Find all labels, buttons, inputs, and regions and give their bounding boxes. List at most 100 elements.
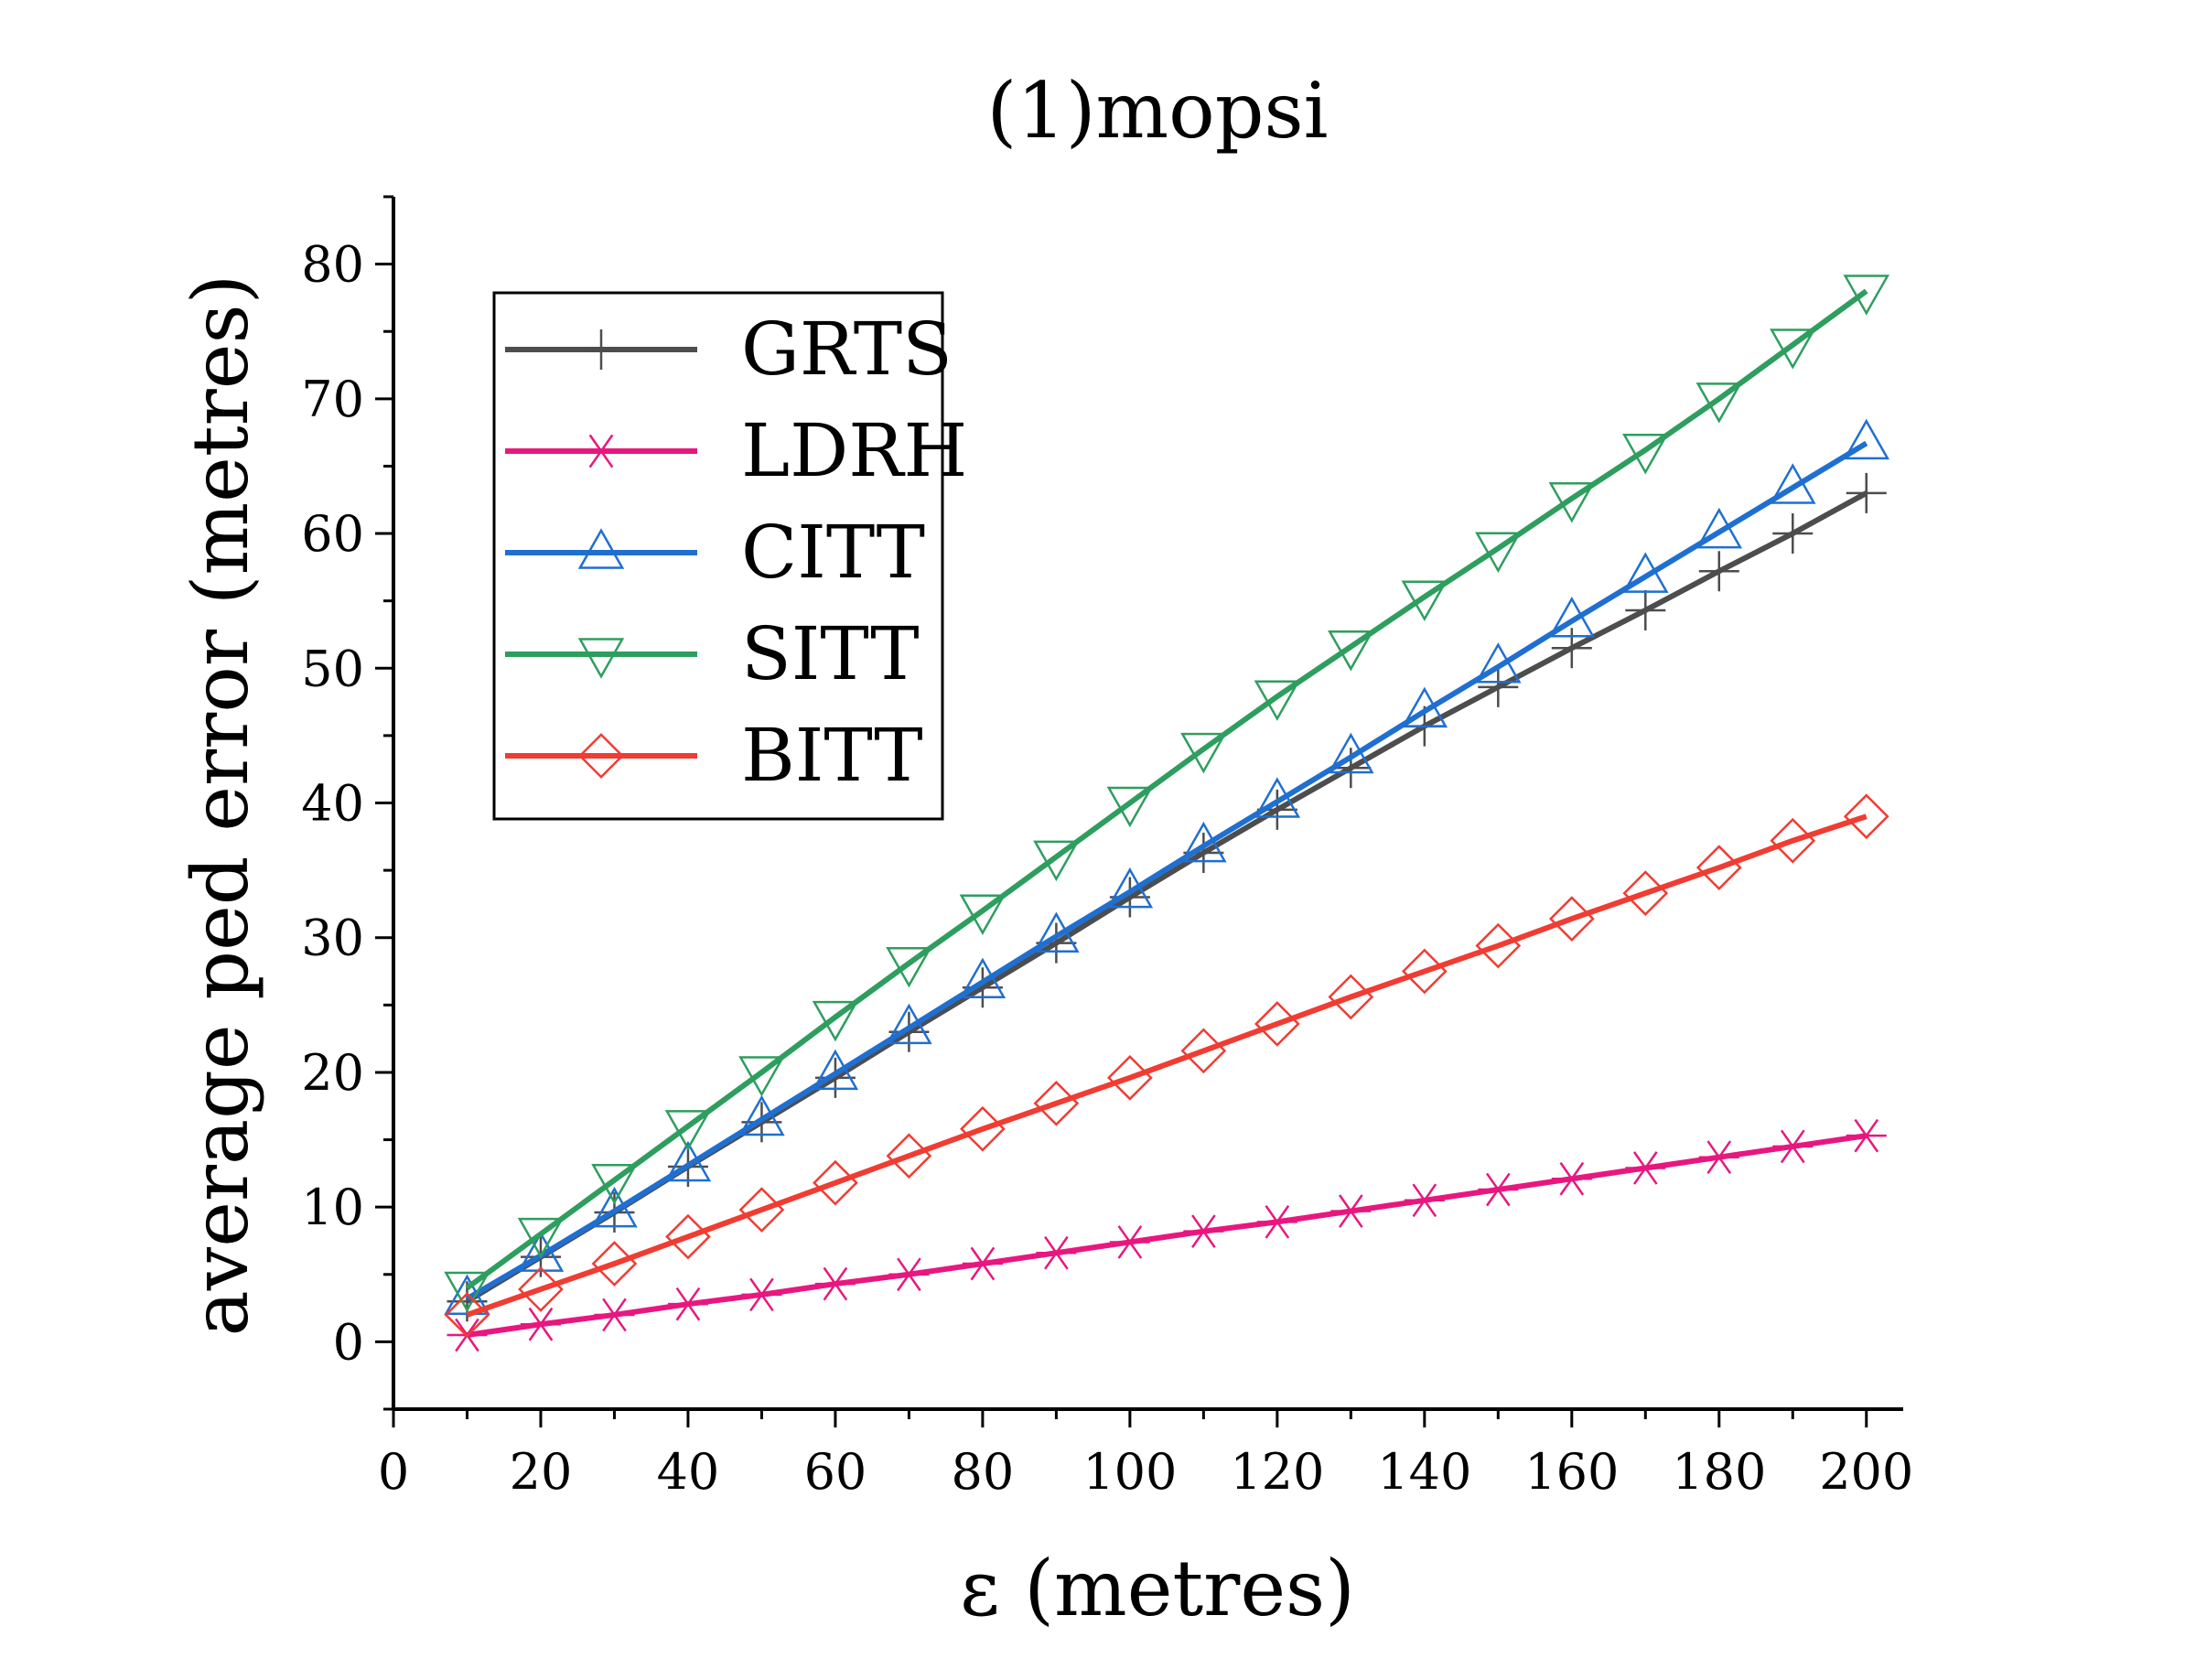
data-point-bitt: [813, 1159, 858, 1206]
y-tick-label: 70: [301, 371, 364, 428]
data-point-ldrh: [1036, 1235, 1077, 1270]
data-point-sitt: [1401, 580, 1448, 621]
legend-marker-sitt: [577, 638, 625, 679]
series-sitt: [444, 275, 1890, 1313]
x-tick-label: 120: [1230, 1443, 1324, 1501]
data-point-bitt: [1695, 845, 1742, 891]
data-point-citt: [1180, 821, 1227, 863]
data-point-bitt: [1622, 870, 1669, 917]
data-point-sitt: [1843, 275, 1890, 316]
data-point-sitt: [812, 1000, 859, 1042]
y-tick-label: 50: [301, 640, 364, 697]
data-point-grts: [1625, 589, 1666, 630]
data-point-bitt: [1475, 922, 1522, 969]
series-bitt: [444, 793, 1889, 1338]
y-tick-label: 10: [301, 1179, 364, 1236]
data-point-citt: [1033, 911, 1080, 953]
data-point-ldrh: [1698, 1140, 1739, 1175]
data-point-bitt: [1401, 948, 1448, 995]
data-point-citt: [591, 1186, 638, 1228]
data-point-bitt: [1107, 1054, 1153, 1101]
data-point-ldrh: [962, 1246, 1003, 1281]
legend-marker-bitt: [578, 733, 624, 779]
y-tick-label: 60: [301, 505, 364, 563]
legend-item-bitt: BITT: [505, 713, 923, 798]
data-point-sitt: [591, 1163, 638, 1205]
series-citt: [444, 418, 1890, 1316]
data-point-sitt: [738, 1056, 785, 1097]
data-point-ldrh: [1551, 1161, 1592, 1196]
data-point-sitt: [1254, 680, 1301, 721]
data-point-citt: [738, 1094, 785, 1136]
data-point-sitt: [886, 946, 932, 988]
data-point-citt: [1843, 418, 1890, 460]
data-point-sitt: [959, 894, 1006, 936]
data-point-ldrh: [814, 1266, 856, 1301]
legend-item-citt: CITT: [505, 510, 925, 595]
series-line-bitt: [466, 813, 1868, 1318]
data-point-sitt: [1622, 434, 1669, 475]
legend: GRTS LDRH CITT SITT BITT: [492, 291, 967, 821]
data-point-bitt: [1770, 817, 1816, 864]
x-tick-label: 0: [378, 1443, 409, 1501]
x-tick-label: 180: [1672, 1443, 1766, 1501]
data-point-grts: [814, 1057, 856, 1098]
x-tick-label: 60: [804, 1443, 867, 1501]
data-point-ldrh: [1478, 1172, 1519, 1207]
data-point-citt: [959, 957, 1006, 999]
data-point-ldrh: [1256, 1205, 1297, 1239]
data-point-grts: [1772, 513, 1814, 555]
x-tick-label: 200: [1819, 1443, 1913, 1501]
data-point-ldrh: [520, 1307, 561, 1341]
data-point-bitt: [665, 1213, 711, 1260]
data-point-sitt: [517, 1217, 565, 1259]
legend-marker-grts: [581, 329, 621, 370]
data-point-bitt: [738, 1187, 785, 1233]
x-tick-label: 140: [1377, 1443, 1471, 1501]
data-point-ldrh: [594, 1298, 635, 1332]
data-point-sitt: [1180, 732, 1227, 774]
y-tick-label: 30: [301, 910, 364, 967]
x-tick-label: 100: [1082, 1443, 1177, 1501]
data-point-citt: [664, 1140, 712, 1182]
chart-title: (1)mopsi: [987, 66, 1329, 156]
data-point-bitt: [1843, 793, 1889, 840]
data-point-sitt: [664, 1110, 712, 1151]
x-tick-label: 40: [657, 1443, 720, 1501]
data-point-sitt: [1033, 840, 1080, 882]
data-point-citt: [1770, 463, 1816, 504]
series-ldrh: [447, 1118, 1887, 1352]
legend-item-grts: GRTS: [505, 307, 953, 392]
data-point-sitt: [1770, 328, 1816, 370]
data-point-citt: [1548, 597, 1596, 638]
data-point-citt: [812, 1049, 859, 1091]
data-point-bitt: [1180, 1028, 1227, 1074]
y-axis-label: average ped error (metres): [176, 275, 265, 1337]
y-tick-label: 0: [333, 1313, 364, 1371]
series-layer: [444, 275, 1890, 1352]
y-tick-label: 80: [301, 236, 364, 294]
legend-label-grts: GRTS: [741, 307, 953, 392]
data-point-bitt: [1548, 896, 1595, 942]
data-point-ldrh: [667, 1287, 708, 1321]
legend-box: [492, 291, 944, 821]
data-point-citt: [1328, 732, 1374, 774]
data-point-ldrh: [1404, 1183, 1445, 1218]
data-point-citt: [1254, 777, 1301, 818]
y-tick-label: 20: [301, 1044, 364, 1102]
data-point-ldrh: [1625, 1151, 1666, 1185]
data-point-ldrh: [888, 1257, 930, 1292]
data-point-grts: [1698, 551, 1739, 592]
legend-item-ldrh: LDRH: [505, 408, 967, 493]
x-tick-label: 160: [1524, 1443, 1619, 1501]
legend-label-citt: CITT: [741, 510, 925, 595]
data-point-citt: [517, 1231, 565, 1272]
data-point-grts: [1478, 666, 1519, 707]
data-point-citt: [886, 1003, 932, 1045]
data-point-citt: [1695, 507, 1743, 549]
data-point-citt: [1106, 867, 1154, 909]
series-line-citt: [465, 440, 1868, 1301]
data-point-grts: [888, 1011, 930, 1052]
axes: 0 20 40 60 80 100 120 140 160 180 200 0 10 20 30 40 50 60…: [301, 195, 1913, 1501]
